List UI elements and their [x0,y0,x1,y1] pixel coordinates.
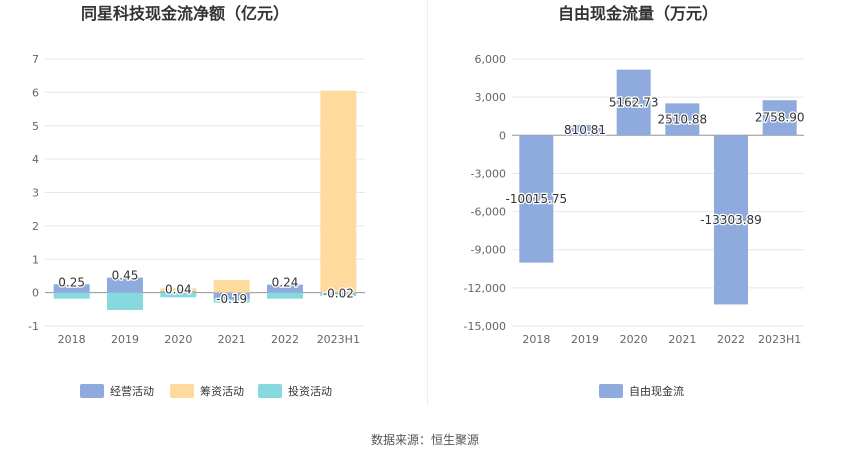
y-tick-label: 5 [32,120,39,133]
bar-2022 [714,135,748,305]
panel-divider [427,0,428,405]
data-label: -0.02 [323,286,354,300]
bar-筹资活动-2020 [160,288,197,293]
bar-2018 [519,135,554,263]
bar-2023H1 [762,100,797,136]
legend-label: 投资活动 [288,384,332,398]
y-tick-label: 6,000 [475,53,507,66]
y-tick-label: 6 [32,86,39,99]
y-tick-label: 1 [32,253,39,266]
x-tick-label: 2023H1 [317,333,360,346]
y-tick-label: -6,000 [471,206,506,219]
data-label: 810.81 [564,123,606,137]
legend-swatch-投资活动 [258,384,282,398]
data-label: 2510.88 [658,112,708,126]
legend-swatch-经营活动 [80,384,104,398]
x-tick-label: 2018 [58,333,86,346]
data-label: 0.25 [58,275,85,289]
bar-经营活动-2021 [213,292,250,299]
legend-label: 筹资活动 [200,384,244,398]
y-tick-label: -1 [28,320,39,333]
data-label: 0.45 [112,269,139,283]
y-tick-label: 0 [32,287,39,300]
data-label: 2758.90 [755,111,805,125]
x-tick-label: 2020 [620,333,648,346]
y-tick-label: -3,000 [471,167,506,180]
y-tick-label: 3,000 [475,91,507,104]
bar-投资活动-2018 [53,292,90,299]
data-label: -13303.89 [700,213,762,227]
x-tick-label: 2022 [271,333,299,346]
y-tick-label: -9,000 [471,244,506,257]
bar-投资活动-2023H1 [320,292,357,296]
x-tick-label: 2023H1 [758,333,801,346]
data-label: 5162.73 [609,95,659,109]
bar-2020 [616,69,651,136]
bar-经营活动-2022 [267,284,303,293]
y-tick-label: 3 [32,187,39,200]
bar-经营活动-2023H1 [320,292,357,294]
data-label: 0.04 [165,282,192,296]
bar-筹资活动-2021 [213,279,250,293]
bar-经营活动-2019 [107,277,143,293]
chart-title: 同星科技现金流净额（亿元） [81,4,289,23]
y-tick-label: -15,000 [464,320,506,333]
bar-经营活动-2018 [53,284,90,293]
bar-投资活动-2020 [160,292,197,298]
legend-swatch-筹资活动 [170,384,194,398]
cash-flow-net-chart: 同星科技现金流净额（亿元） -1 0 1 2 3 4 5 6 7 2018 2019 2020 2021 2… [28,4,365,398]
source-footer: 数据来源：恒生聚源 [0,431,850,448]
legend-label: 经营活动 [110,384,154,398]
x-tick-label: 2018 [522,333,550,346]
x-tick-label: 2021 [218,333,246,346]
bar-投资活动-2022 [267,292,303,299]
y-tick-label: 0 [499,129,506,142]
bar-投资活动-2019 [107,292,143,310]
data-label: -0.19 [216,292,247,306]
data-label: -10015.75 [506,192,568,206]
bar-2021 [665,103,700,136]
y-tick-label: 2 [32,220,39,233]
data-label: 0.24 [272,276,299,290]
x-tick-label: 2020 [164,333,192,346]
y-tick-label: 7 [32,53,39,66]
y-tick-label: 4 [32,153,39,166]
bar-2019 [568,124,602,136]
legend-label: 自由现金流 [629,384,684,398]
x-tick-label: 2019 [571,333,599,346]
free-cash-flow-chart: 自由现金流量（万元） -15,000 -12,000 -9,000 -6,000 -3,0… [464,4,806,398]
x-tick-label: 2021 [668,333,696,346]
bar-筹资活动-2023H1 [320,90,357,293]
chart-title: 自由现金流量（万元） [558,4,718,23]
y-tick-label: -12,000 [464,282,506,295]
legend-swatch-自由现金流 [599,384,623,398]
bar-经营活动-2020 [160,291,197,293]
source-label: 数据来源： [370,433,431,447]
x-tick-label: 2022 [717,333,745,346]
source-value: 恒生聚源 [431,433,480,447]
x-tick-label: 2019 [111,333,139,346]
